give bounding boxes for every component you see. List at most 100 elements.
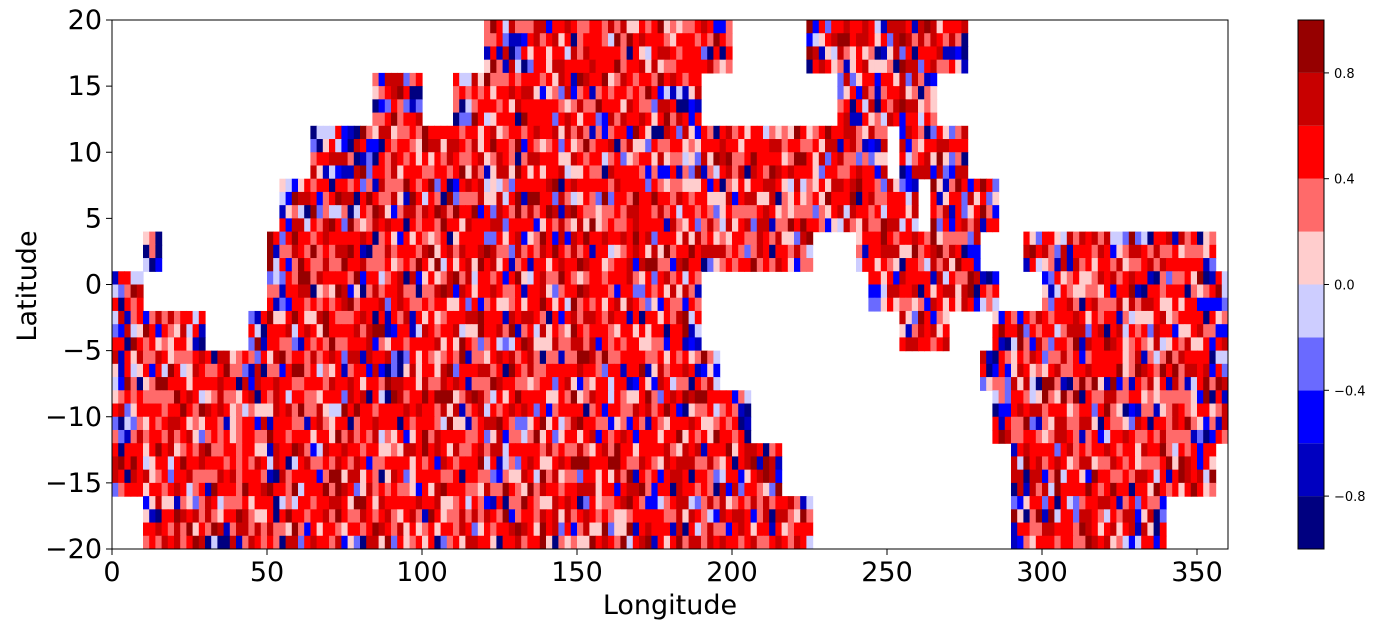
heat-cell: [267, 482, 274, 497]
heat-cell: [409, 205, 417, 219]
heat-cell: [1172, 403, 1179, 418]
heat-cell: [471, 178, 479, 193]
heat-cell: [1066, 337, 1074, 352]
heat-cell: [589, 152, 597, 167]
heat-cell: [763, 522, 770, 537]
heat-cell: [316, 429, 324, 444]
heat-cell: [515, 258, 522, 272]
heat-cell: [527, 258, 535, 272]
heat-cell: [527, 86, 535, 100]
heat-cell: [694, 284, 702, 299]
heat-cell: [459, 284, 466, 299]
heat-cell: [1054, 271, 1062, 286]
heat-cell: [217, 443, 225, 458]
heat-cell: [459, 377, 466, 391]
heat-cell: [291, 271, 299, 286]
heat-cell: [409, 443, 417, 458]
heat-cell: [688, 139, 696, 153]
heat-cell: [663, 244, 671, 259]
heat-cell: [1004, 403, 1012, 418]
heat-cell: [676, 205, 683, 219]
heat-cell: [1035, 324, 1043, 338]
heat-cell: [942, 297, 950, 312]
heat-cell: [508, 363, 516, 378]
heat-cell: [558, 324, 566, 338]
heat-cell: [936, 20, 944, 34]
heat-cell: [446, 443, 454, 458]
heat-cell: [1073, 337, 1080, 352]
heat-cell: [502, 191, 510, 206]
heat-cell: [353, 310, 361, 325]
heat-cell: [539, 231, 547, 246]
heat-cell: [787, 165, 795, 180]
heat-cell: [1066, 324, 1074, 338]
heat-cell: [260, 429, 268, 444]
heat-cell: [552, 284, 559, 299]
heat-cell: [384, 377, 392, 391]
heat-cell: [397, 522, 404, 537]
heat-cell: [1054, 509, 1062, 524]
heat-cell: [608, 59, 615, 74]
heat-cell: [856, 165, 863, 180]
heat-cell: [223, 363, 231, 378]
heat-cell: [1135, 469, 1142, 484]
heat-cell: [1141, 324, 1148, 338]
heat-cell: [316, 416, 324, 431]
heat-cell: [546, 86, 553, 100]
heat-cell: [279, 191, 287, 206]
heat-cell: [1054, 390, 1062, 405]
heat-cell: [701, 496, 708, 510]
heat-cell: [143, 258, 150, 272]
heat-cell: [453, 284, 460, 299]
heat-cell: [1135, 429, 1142, 444]
heat-cell: [248, 363, 256, 378]
heat-cell: [403, 403, 411, 418]
heat-cell: [694, 390, 702, 405]
heat-cell: [267, 403, 274, 418]
heat-cell: [570, 152, 578, 167]
heat-cell: [1147, 363, 1155, 378]
heat-cell: [595, 416, 603, 431]
heat-cell: [267, 469, 274, 484]
heat-cell: [533, 20, 541, 34]
heat-cell: [763, 152, 770, 167]
heat-cell: [756, 258, 764, 272]
heat-cell: [471, 86, 479, 100]
heat-cell: [1122, 324, 1130, 338]
heat-cell: [639, 522, 646, 537]
heat-cell: [353, 443, 361, 458]
heat-cell: [688, 363, 696, 378]
heat-cell: [1159, 297, 1167, 312]
heat-cell: [180, 496, 187, 510]
heat-cell: [124, 271, 132, 286]
heat-cell: [341, 244, 349, 259]
heat-cell: [564, 125, 572, 140]
heat-cell: [645, 178, 652, 193]
heat-cell: [1135, 377, 1142, 391]
heat-cell: [143, 456, 150, 471]
heat-cell: [626, 33, 634, 48]
heat-cell: [626, 139, 634, 153]
heat-cell: [732, 496, 739, 510]
heat-cell: [973, 297, 981, 312]
heat-cell: [1042, 231, 1049, 246]
heat-cell: [670, 59, 677, 74]
heat-cell: [465, 443, 473, 458]
heat-cell: [112, 271, 119, 286]
heat-cell: [366, 350, 373, 365]
heat-cell: [608, 231, 615, 246]
heat-cell: [533, 363, 541, 378]
heat-cell: [1048, 271, 1055, 286]
heat-cell: [911, 271, 919, 286]
heat-cell: [862, 178, 869, 193]
heat-cell: [149, 509, 156, 524]
heat-cell: [453, 99, 460, 114]
heat-cell: [496, 297, 504, 312]
heat-cell: [936, 152, 944, 167]
heat-cell: [484, 33, 491, 48]
heat-cell: [322, 125, 330, 140]
heat-cell: [707, 231, 714, 246]
heat-cell: [707, 496, 714, 510]
heat-cell: [595, 482, 603, 497]
heat-cell: [409, 152, 417, 167]
